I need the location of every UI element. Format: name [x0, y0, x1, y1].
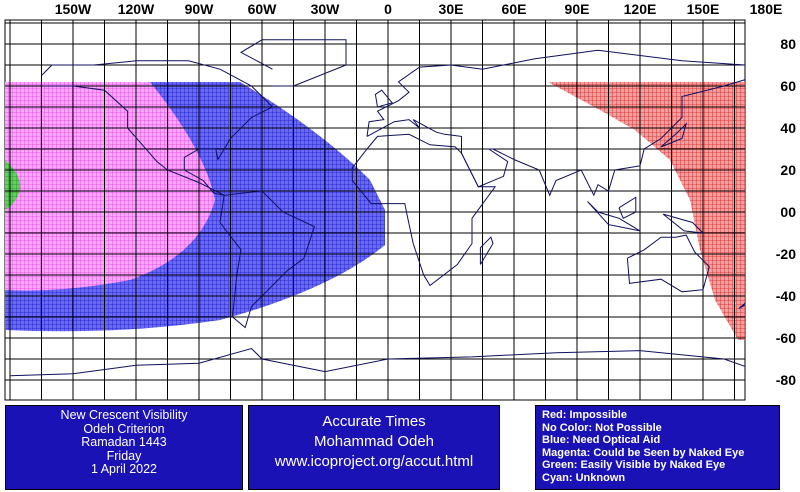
- legend-box: Red: Impossible No Color: Not Possible Blu…: [535, 405, 780, 490]
- info-line: Ramadan 1443: [81, 435, 167, 449]
- longitude-label: 90W: [185, 1, 215, 17]
- info-line: Odeh Criterion: [83, 421, 165, 436]
- latitude-label: 40: [780, 120, 796, 136]
- longitude-label: 180E: [750, 1, 783, 17]
- latitude-label: -20: [776, 246, 796, 262]
- info-line: Accurate Times: [322, 413, 426, 430]
- longitude-label: 120E: [624, 1, 657, 17]
- easily-visible-zone: [5, 160, 21, 210]
- latitude-label: 80: [780, 36, 796, 52]
- coastline: [374, 89, 394, 108]
- longitude-label: 60W: [248, 1, 278, 17]
- info-line: Friday: [106, 448, 142, 463]
- latitude-label: 60: [780, 78, 796, 94]
- info-line: Red: Impossible: [542, 409, 627, 421]
- longitude-label: 60E: [502, 1, 527, 17]
- info-line: No Color: Not Possible: [542, 421, 662, 434]
- latitude-label: 00: [780, 204, 796, 220]
- latitude-label: -40: [776, 288, 796, 304]
- info-line: Mohammad Odeh: [313, 433, 435, 450]
- latitude-label: 20: [780, 162, 796, 178]
- coastline: [239, 39, 347, 87]
- coastline: [366, 49, 745, 197]
- graticule: [5, 20, 745, 400]
- longitude-label: 30W: [311, 1, 341, 17]
- info-line: Blue: Need Optical Aid: [542, 434, 661, 447]
- coastline: [662, 213, 705, 234]
- latitude-label: -80: [776, 372, 796, 388]
- coastline: [479, 236, 494, 265]
- longitude-label: 90E: [565, 1, 590, 17]
- coastline: [587, 201, 641, 232]
- coastline: [660, 122, 688, 148]
- longitude-label: 150W: [55, 1, 92, 17]
- info-line: Green: Easily Visible by Naked Eye: [542, 459, 726, 472]
- info-line: Magenta: Could be Seen by Naked Eye: [542, 446, 745, 459]
- map: 150W 120W 90W 60W 30W 0 30E 60E 90E 120E 150E 180E 8…: [4, 1, 796, 401]
- longitude-label: 120W: [118, 1, 155, 17]
- criterion-box: New Crescent Visibility Odeh Criterion Ram…: [5, 405, 243, 490]
- coastlines: [9, 39, 745, 377]
- coastline: [219, 190, 316, 329]
- longitude-label: 30E: [439, 1, 464, 17]
- credits-box: Accurate Times Mohammad Odeh www.icoprojec…: [248, 405, 500, 490]
- naked-eye-zone: [5, 82, 215, 291]
- coastline: [41, 60, 274, 196]
- coastline: [9, 347, 745, 377]
- info-line: 1 April 2022: [90, 462, 158, 476]
- coastline: [351, 133, 497, 287]
- info-line: www.icoproject.org/accut.html: [274, 453, 474, 470]
- coastline: [618, 196, 637, 219]
- info-line: New Crescent Visibility: [60, 408, 188, 422]
- longitude-label: 150E: [687, 1, 720, 17]
- longitude-label: 0: [384, 1, 392, 17]
- impossible-zone: [548, 82, 745, 340]
- latitude-label: -60: [776, 330, 796, 346]
- coastline: [626, 234, 710, 293]
- info-line: Cyan: Unknown: [542, 471, 626, 484]
